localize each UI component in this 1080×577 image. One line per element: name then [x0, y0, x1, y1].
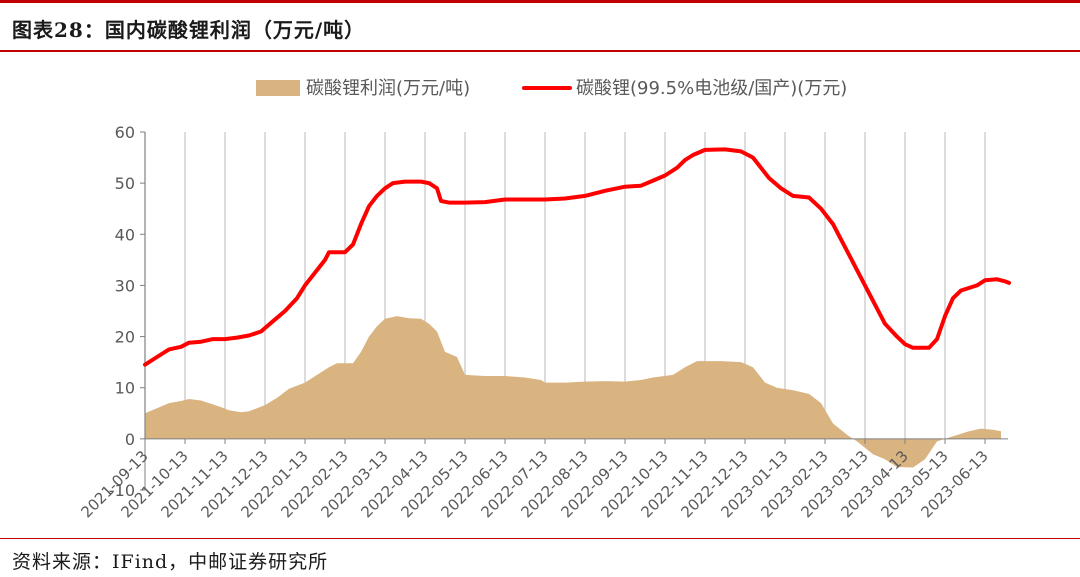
y-tick-label: -10 [109, 481, 135, 500]
y-tick-label: 30 [115, 276, 135, 295]
profit-area-series [145, 316, 1001, 468]
y-tick-label: 50 [115, 174, 135, 193]
source-note: 资料来源：IFind，中邮证券研究所 [12, 551, 329, 573]
y-tick-label: 10 [115, 379, 135, 398]
price-line-series [143, 147, 1011, 367]
title-top-rule [0, 0, 1080, 3]
chart-area: -1001020304050602021-09-132021-10-132021… [77, 78, 1011, 521]
title-bar: 图表28：国内碳酸锂利润（万元/吨） [0, 0, 1080, 52]
source-bar: 资料来源：IFind，中邮证券研究所 [0, 538, 1080, 577]
chart-title: 图表28：国内碳酸锂利润（万元/吨） [12, 18, 366, 42]
y-tick-label: 20 [115, 328, 135, 347]
legend-label-line: 碳酸锂(99.5%电池级/国产)(万元) [576, 78, 847, 99]
y-tick-label: 60 [115, 123, 135, 142]
legend-label-area: 碳酸锂利润(万元/吨) [306, 78, 470, 99]
y-tick-label: 40 [115, 225, 135, 244]
y-tick-label: 0 [125, 430, 135, 449]
legend-swatch-area [256, 80, 300, 96]
